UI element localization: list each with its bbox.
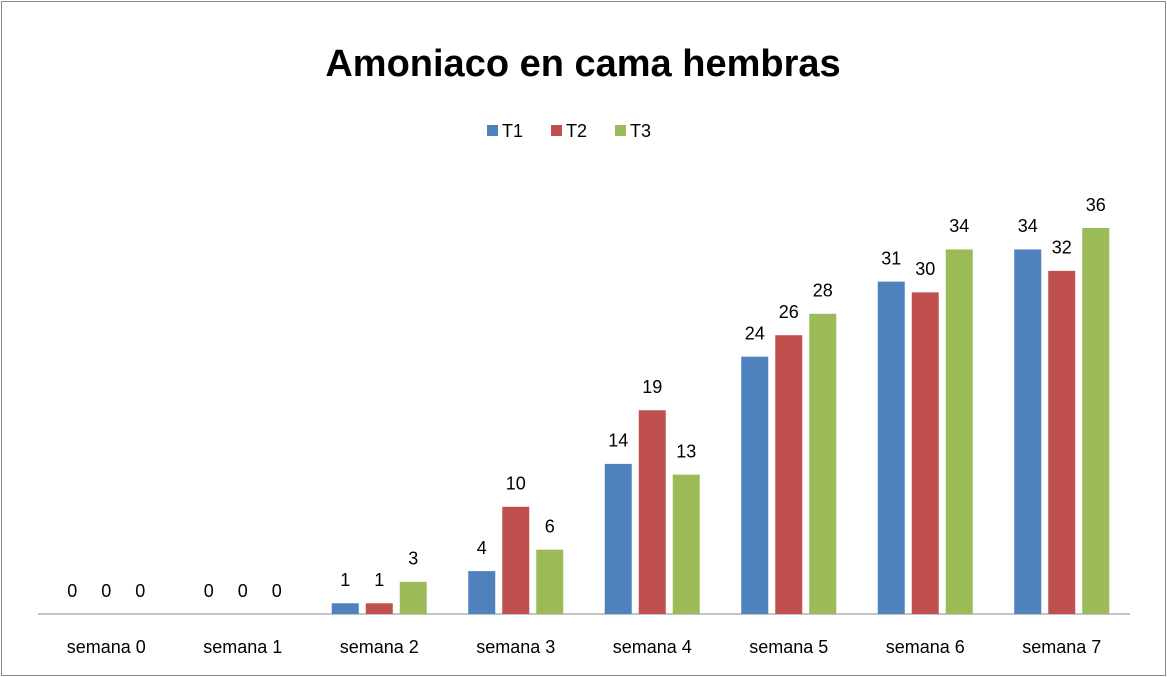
data-label: 0 (204, 581, 214, 601)
data-label: 32 (1052, 238, 1072, 258)
legend-swatch (551, 125, 562, 136)
bar (809, 313, 837, 614)
x-tick-label: semana 2 (340, 637, 419, 657)
bar (604, 463, 632, 614)
bar (638, 410, 666, 614)
data-label: 36 (1086, 195, 1106, 215)
bar (1048, 270, 1076, 614)
bar (672, 474, 700, 614)
data-label: 24 (745, 323, 765, 343)
data-label: 14 (608, 431, 628, 451)
x-tick-label: semana 4 (613, 637, 692, 657)
data-label: 1 (374, 570, 384, 590)
data-label: 0 (101, 581, 111, 601)
x-tick-label: semana 6 (886, 637, 965, 657)
bar (1082, 228, 1110, 614)
data-label: 34 (949, 216, 969, 236)
legend-swatch (615, 125, 626, 136)
data-label: 10 (506, 474, 526, 494)
bar (399, 581, 427, 614)
bar (911, 292, 939, 614)
bar (331, 603, 359, 614)
data-label: 30 (915, 259, 935, 279)
data-label: 13 (676, 441, 696, 461)
bar (365, 603, 393, 614)
data-label: 26 (779, 302, 799, 322)
x-tick-label: semana 7 (1022, 637, 1101, 657)
x-tick-label: semana 3 (476, 637, 555, 657)
legend-label: T1 (502, 121, 523, 141)
data-label: 0 (135, 581, 145, 601)
data-label: 3 (408, 549, 418, 569)
x-tick-label: semana 0 (67, 637, 146, 657)
data-label: 0 (272, 581, 282, 601)
data-label: 6 (545, 516, 555, 536)
x-tick-label: semana 1 (203, 637, 282, 657)
bar (536, 549, 564, 614)
data-label: 4 (477, 538, 487, 558)
chart-title: Amoniaco en cama hembras (325, 43, 840, 85)
bar (468, 571, 496, 614)
data-label: 0 (238, 581, 248, 601)
x-tick-label: semana 5 (749, 637, 828, 657)
legend-label: T3 (630, 121, 651, 141)
bar (1014, 249, 1042, 614)
data-label: 34 (1018, 216, 1038, 236)
bar (502, 506, 530, 614)
data-label: 1 (340, 570, 350, 590)
legend-label: T2 (566, 121, 587, 141)
legend-swatch (487, 125, 498, 136)
data-label: 0 (67, 581, 77, 601)
bar (945, 249, 973, 614)
data-label: 28 (813, 281, 833, 301)
bar (775, 335, 803, 614)
bar (741, 356, 769, 614)
bar (877, 281, 905, 614)
data-label: 31 (881, 248, 901, 268)
data-label: 19 (642, 377, 662, 397)
